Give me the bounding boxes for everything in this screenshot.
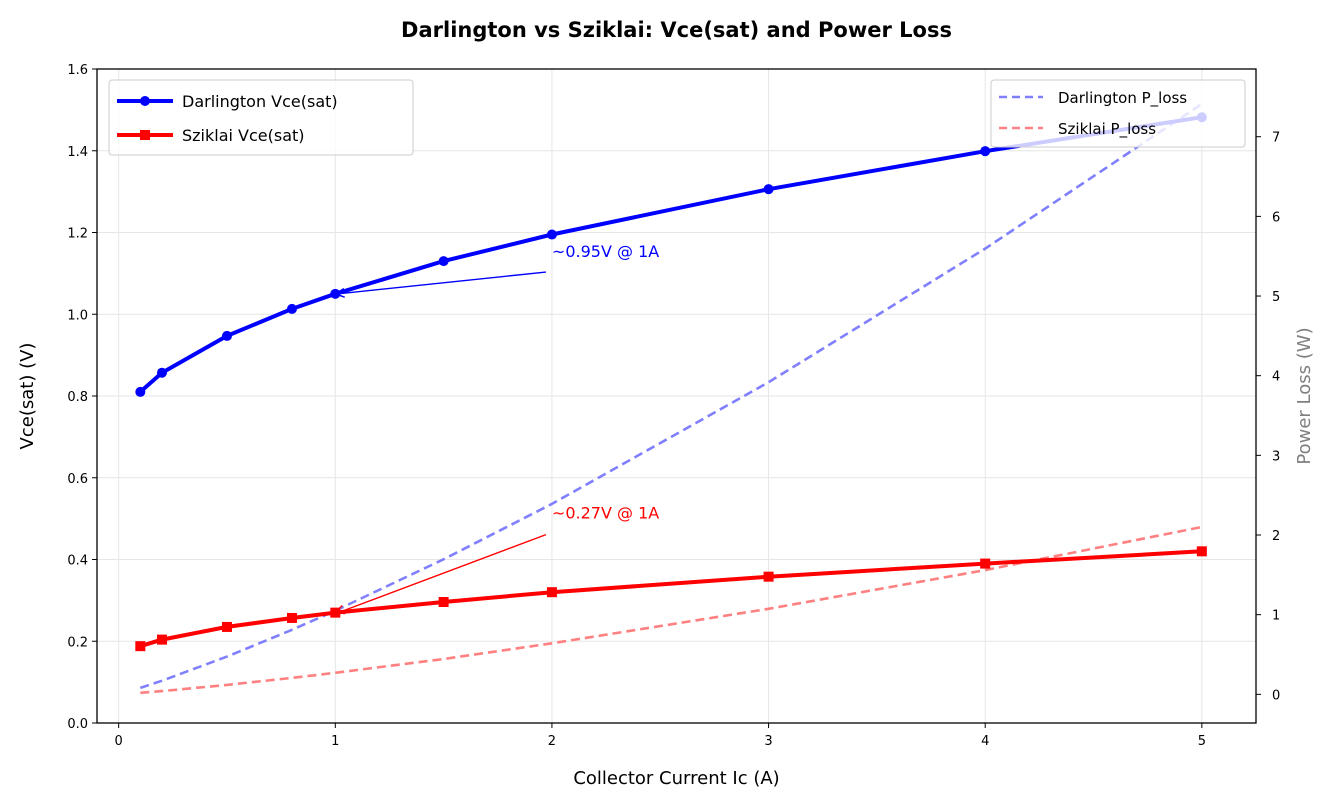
y2-tick-label: 2 bbox=[1272, 529, 1280, 544]
chart-title: Darlington vs Sziklai: Vce(sat) and Powe… bbox=[401, 18, 952, 42]
data-point-darlington-vce bbox=[980, 146, 991, 157]
data-point-sziklai-vce bbox=[135, 641, 146, 652]
data-point-darlington-vce bbox=[156, 367, 167, 378]
y2-tick-label: 6 bbox=[1272, 210, 1280, 225]
series-line-darlington-vce bbox=[138, 115, 1203, 394]
legend-label-sziklai-vce: Sziklai Vce(sat) bbox=[182, 126, 305, 145]
annotation-label: ~0.95V @ 1A bbox=[552, 242, 659, 261]
x-tick-label: 5 bbox=[1198, 734, 1206, 749]
series-line-sziklai-ploss bbox=[140, 525, 1203, 695]
y-tick-label: 1.0 bbox=[67, 308, 88, 323]
annotation-arrowhead bbox=[333, 287, 345, 298]
y2-tick-label: 4 bbox=[1272, 370, 1280, 385]
legend-left: Darlington Vce(sat) Sziklai Vce(sat) bbox=[108, 79, 414, 156]
series-line-sziklai-vce bbox=[139, 549, 1202, 649]
legend-label-sziklai-ploss: Sziklai P_loss bbox=[1058, 120, 1156, 139]
data-point-sziklai-vce bbox=[156, 634, 167, 645]
y-tick-label: 0.2 bbox=[67, 635, 88, 650]
data-point-darlington-vce bbox=[221, 330, 232, 341]
data-point-sziklai-vce bbox=[546, 587, 557, 598]
data-point-darlington-vce bbox=[135, 386, 146, 397]
data-point-darlington-vce bbox=[438, 256, 449, 267]
x-tick-label: 3 bbox=[764, 734, 772, 749]
y-tick-label: 0.8 bbox=[67, 390, 88, 405]
data-point-sziklai-vce bbox=[980, 558, 991, 569]
data-point-darlington-vce bbox=[286, 303, 297, 314]
y-tick-label: 1.6 bbox=[67, 63, 88, 78]
x-tick-label: 0 bbox=[115, 734, 123, 749]
y2-tick-label: 3 bbox=[1272, 449, 1280, 464]
series-layer bbox=[135, 102, 1207, 695]
data-point-sziklai-vce bbox=[763, 571, 774, 582]
annotation-layer: ~0.95V @ 1A ~0.27V @ 1A bbox=[333, 242, 659, 615]
y-tick-label: 0.4 bbox=[67, 554, 88, 569]
data-point-darlington-vce bbox=[546, 229, 557, 240]
annotation-arrow bbox=[338, 533, 547, 614]
x-tick-label: 2 bbox=[548, 734, 556, 749]
annotation-arrowhead bbox=[333, 604, 346, 615]
annotation-label: ~0.27V @ 1A bbox=[552, 504, 659, 523]
legend-label-darlington-ploss: Darlington P_loss bbox=[1058, 89, 1187, 108]
y-tick-label: 1.2 bbox=[67, 227, 88, 242]
legend-marker-darlington-vce bbox=[140, 96, 150, 106]
y2-tick-label: 0 bbox=[1272, 688, 1280, 703]
annotation-arrow bbox=[338, 271, 547, 295]
y2-axis-title: Power Loss (W) bbox=[1294, 327, 1315, 464]
y2-tick-label: 7 bbox=[1272, 131, 1280, 146]
y2-tick-label: 5 bbox=[1272, 290, 1280, 305]
data-point-sziklai-vce bbox=[1196, 546, 1207, 557]
y2-tick-label: 1 bbox=[1272, 609, 1280, 624]
legend-right: Darlington P_loss Sziklai P_loss bbox=[990, 79, 1246, 148]
legend-marker-sziklai-vce bbox=[140, 130, 150, 140]
y-tick-label: 1.4 bbox=[67, 145, 88, 160]
legend-label-darlington-vce: Darlington Vce(sat) bbox=[182, 92, 338, 111]
y-tick-label: 0.6 bbox=[67, 472, 88, 487]
data-point-darlington-vce bbox=[763, 184, 774, 195]
tick-layer: 0 1 2 3 4 5 0.0 0.2 0.4 0.6 0.8 1.0 1.2 1.4 1.6 0 1 2 3 4 5 6… bbox=[67, 63, 1280, 749]
data-point-sziklai-vce bbox=[286, 612, 297, 623]
series-line-darlington-ploss bbox=[139, 102, 1203, 690]
x-axis-title: Collector Current Ic (A) bbox=[573, 768, 779, 789]
y-axis-title: Vce(sat) (V) bbox=[17, 343, 38, 450]
data-point-sziklai-vce bbox=[221, 621, 232, 632]
y-tick-label: 0.0 bbox=[67, 717, 88, 732]
data-point-sziklai-vce bbox=[438, 597, 449, 608]
x-tick-label: 1 bbox=[331, 734, 339, 749]
x-tick-label: 4 bbox=[981, 734, 989, 749]
